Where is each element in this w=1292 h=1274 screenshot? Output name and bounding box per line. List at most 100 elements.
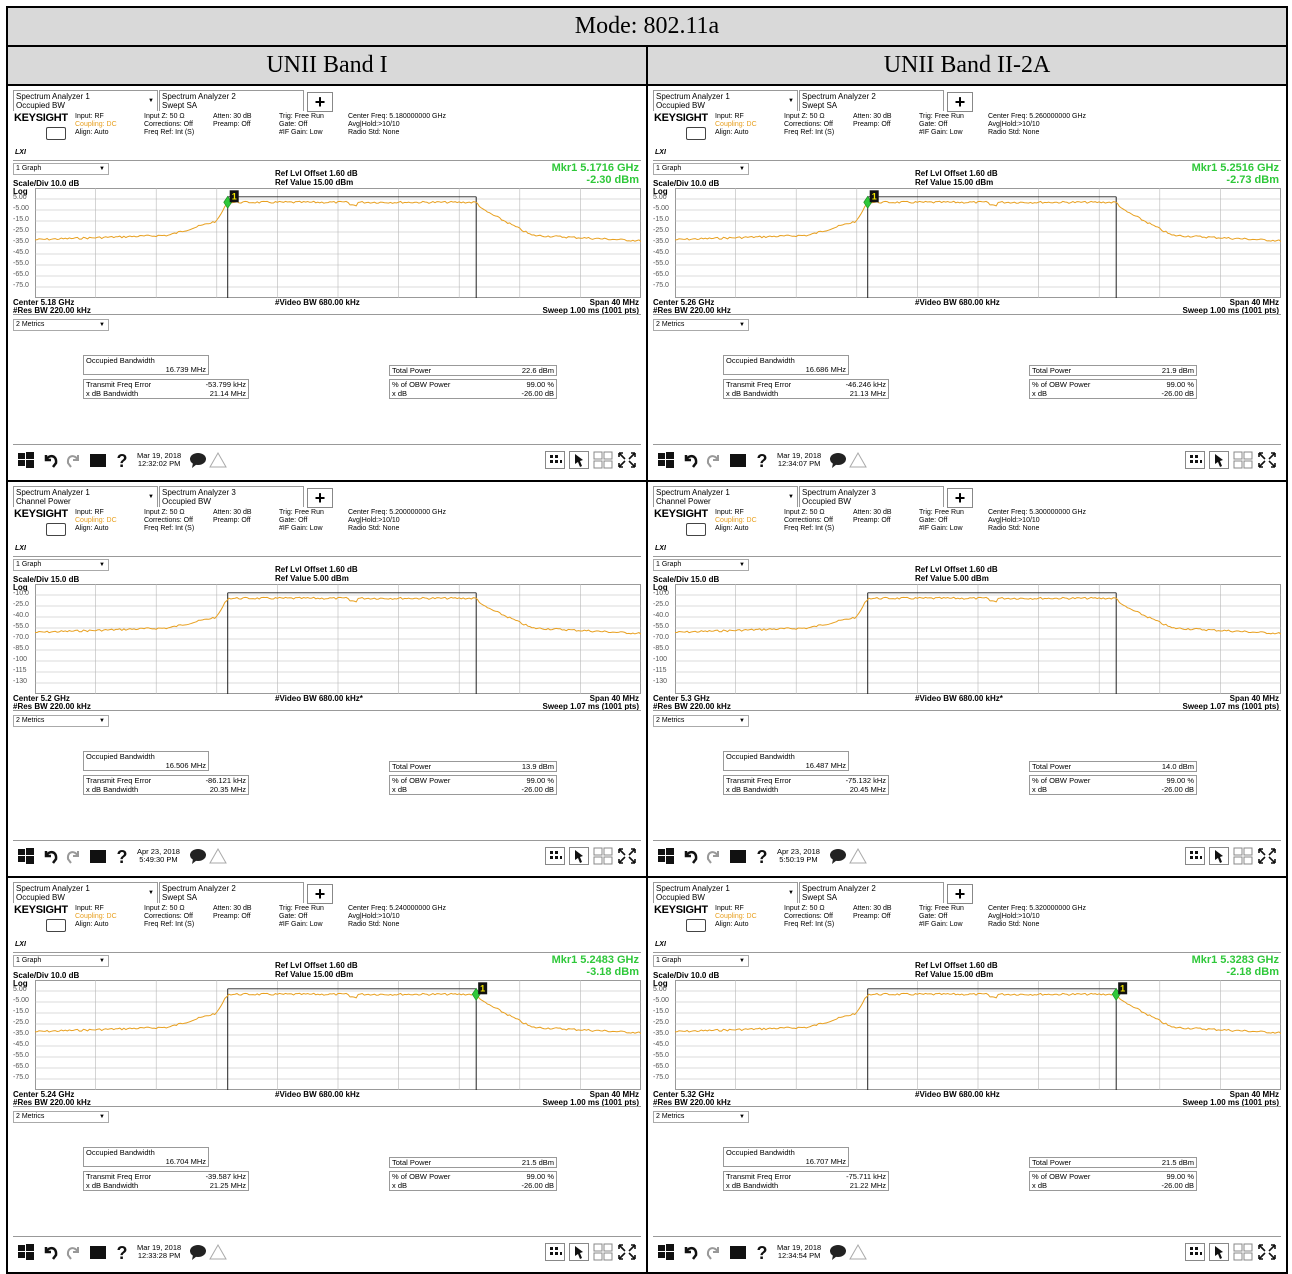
chat-icon[interactable] (829, 451, 847, 469)
maximize-icon[interactable] (617, 847, 637, 865)
tab-analyzer-1[interactable]: Spectrum Analyzer 1 Occupied BW ▼ (13, 90, 158, 111)
message-icon[interactable] (46, 127, 66, 140)
chat-icon[interactable] (829, 1243, 847, 1261)
windows-icon[interactable] (17, 847, 35, 865)
redo-icon[interactable] (705, 1243, 723, 1261)
graph-dropdown[interactable]: 1 Graph ▼ (653, 559, 749, 571)
metrics-dropdown[interactable]: 2 Metrics ▼ (653, 1111, 749, 1123)
tab-analyzer-1[interactable]: Spectrum Analyzer 1 Occupied BW ▼ (13, 882, 158, 903)
redo-icon[interactable] (65, 847, 83, 865)
multi-window-icon[interactable] (593, 847, 613, 865)
redo-icon[interactable] (705, 451, 723, 469)
graph-dropdown[interactable]: 1 Graph ▼ (13, 163, 109, 175)
multi-window-icon[interactable] (1233, 451, 1253, 469)
add-screen-button[interactable]: + (947, 92, 973, 112)
folder-icon[interactable] (89, 847, 107, 865)
multi-window-icon[interactable] (593, 1243, 613, 1261)
spectrum-plot[interactable] (35, 584, 641, 694)
warning-icon[interactable] (849, 847, 867, 865)
keypad-icon[interactable] (1185, 847, 1205, 865)
windows-icon[interactable] (657, 847, 675, 865)
touch-icon[interactable] (1209, 847, 1229, 865)
touch-icon[interactable] (569, 847, 589, 865)
tab-analyzer-2[interactable]: Spectrum Analyzer 3 Occupied BW (799, 486, 944, 507)
multi-window-icon[interactable] (1233, 847, 1253, 865)
maximize-icon[interactable] (1257, 847, 1277, 865)
spectrum-plot[interactable] (675, 584, 1281, 694)
tab-analyzer-2[interactable]: Spectrum Analyzer 2 Swept SA (799, 882, 944, 903)
touch-icon[interactable] (569, 1243, 589, 1261)
tab-analyzer-2[interactable]: Spectrum Analyzer 2 Swept SA (799, 90, 944, 111)
help-icon[interactable]: ? (113, 847, 131, 865)
tab-analyzer-2[interactable]: Spectrum Analyzer 2 Swept SA (159, 90, 304, 111)
touch-icon[interactable] (1209, 1243, 1229, 1261)
add-screen-button[interactable]: + (307, 92, 333, 112)
keypad-icon[interactable] (1185, 451, 1205, 469)
message-icon[interactable] (686, 127, 706, 140)
help-icon[interactable]: ? (113, 1243, 131, 1261)
undo-icon[interactable] (41, 451, 59, 469)
keypad-icon[interactable] (545, 1243, 565, 1261)
spectrum-plot[interactable]: 1 (35, 980, 641, 1090)
redo-icon[interactable] (65, 451, 83, 469)
graph-dropdown[interactable]: 1 Graph ▼ (13, 955, 109, 967)
help-icon[interactable]: ? (113, 451, 131, 469)
warning-icon[interactable] (849, 451, 867, 469)
undo-icon[interactable] (681, 1243, 699, 1261)
metrics-dropdown[interactable]: 2 Metrics ▼ (13, 1111, 109, 1123)
windows-icon[interactable] (17, 1243, 35, 1261)
redo-icon[interactable] (705, 847, 723, 865)
message-icon[interactable] (46, 523, 66, 536)
undo-icon[interactable] (681, 451, 699, 469)
maximize-icon[interactable] (1257, 1243, 1277, 1261)
folder-icon[interactable] (729, 847, 747, 865)
chat-icon[interactable] (189, 847, 207, 865)
help-icon[interactable]: ? (753, 451, 771, 469)
graph-dropdown[interactable]: 1 Graph ▼ (653, 163, 749, 175)
windows-icon[interactable] (657, 1243, 675, 1261)
warning-icon[interactable] (209, 451, 227, 469)
multi-window-icon[interactable] (1233, 1243, 1253, 1261)
add-screen-button[interactable]: + (307, 488, 333, 508)
windows-icon[interactable] (657, 451, 675, 469)
folder-icon[interactable] (89, 451, 107, 469)
add-screen-button[interactable]: + (947, 488, 973, 508)
spectrum-plot[interactable]: 1 (675, 188, 1281, 298)
touch-icon[interactable] (1209, 451, 1229, 469)
undo-icon[interactable] (41, 1243, 59, 1261)
chat-icon[interactable] (189, 1243, 207, 1261)
maximize-icon[interactable] (617, 1243, 637, 1261)
folder-icon[interactable] (729, 1243, 747, 1261)
keypad-icon[interactable] (1185, 1243, 1205, 1261)
folder-icon[interactable] (729, 451, 747, 469)
metrics-dropdown[interactable]: 2 Metrics ▼ (13, 715, 109, 727)
folder-icon[interactable] (89, 1243, 107, 1261)
help-icon[interactable]: ? (753, 1243, 771, 1261)
windows-icon[interactable] (17, 451, 35, 469)
redo-icon[interactable] (65, 1243, 83, 1261)
metrics-dropdown[interactable]: 2 Metrics ▼ (653, 319, 749, 331)
message-icon[interactable] (686, 919, 706, 932)
message-icon[interactable] (686, 523, 706, 536)
help-icon[interactable]: ? (753, 847, 771, 865)
metrics-dropdown[interactable]: 2 Metrics ▼ (653, 715, 749, 727)
warning-icon[interactable] (849, 1243, 867, 1261)
spectrum-plot[interactable]: 1 (35, 188, 641, 298)
undo-icon[interactable] (41, 847, 59, 865)
tab-analyzer-1[interactable]: Spectrum Analyzer 1 Occupied BW ▼ (653, 90, 798, 111)
multi-window-icon[interactable] (593, 451, 613, 469)
maximize-icon[interactable] (1257, 451, 1277, 469)
warning-icon[interactable] (209, 847, 227, 865)
keypad-icon[interactable] (545, 451, 565, 469)
tab-analyzer-2[interactable]: Spectrum Analyzer 3 Occupied BW (159, 486, 304, 507)
graph-dropdown[interactable]: 1 Graph ▼ (653, 955, 749, 967)
warning-icon[interactable] (209, 1243, 227, 1261)
chat-icon[interactable] (829, 847, 847, 865)
tab-analyzer-2[interactable]: Spectrum Analyzer 2 Swept SA (159, 882, 304, 903)
spectrum-plot[interactable]: 1 (675, 980, 1281, 1090)
graph-dropdown[interactable]: 1 Graph ▼ (13, 559, 109, 571)
undo-icon[interactable] (681, 847, 699, 865)
add-screen-button[interactable]: + (307, 884, 333, 904)
metrics-dropdown[interactable]: 2 Metrics ▼ (13, 319, 109, 331)
message-icon[interactable] (46, 919, 66, 932)
